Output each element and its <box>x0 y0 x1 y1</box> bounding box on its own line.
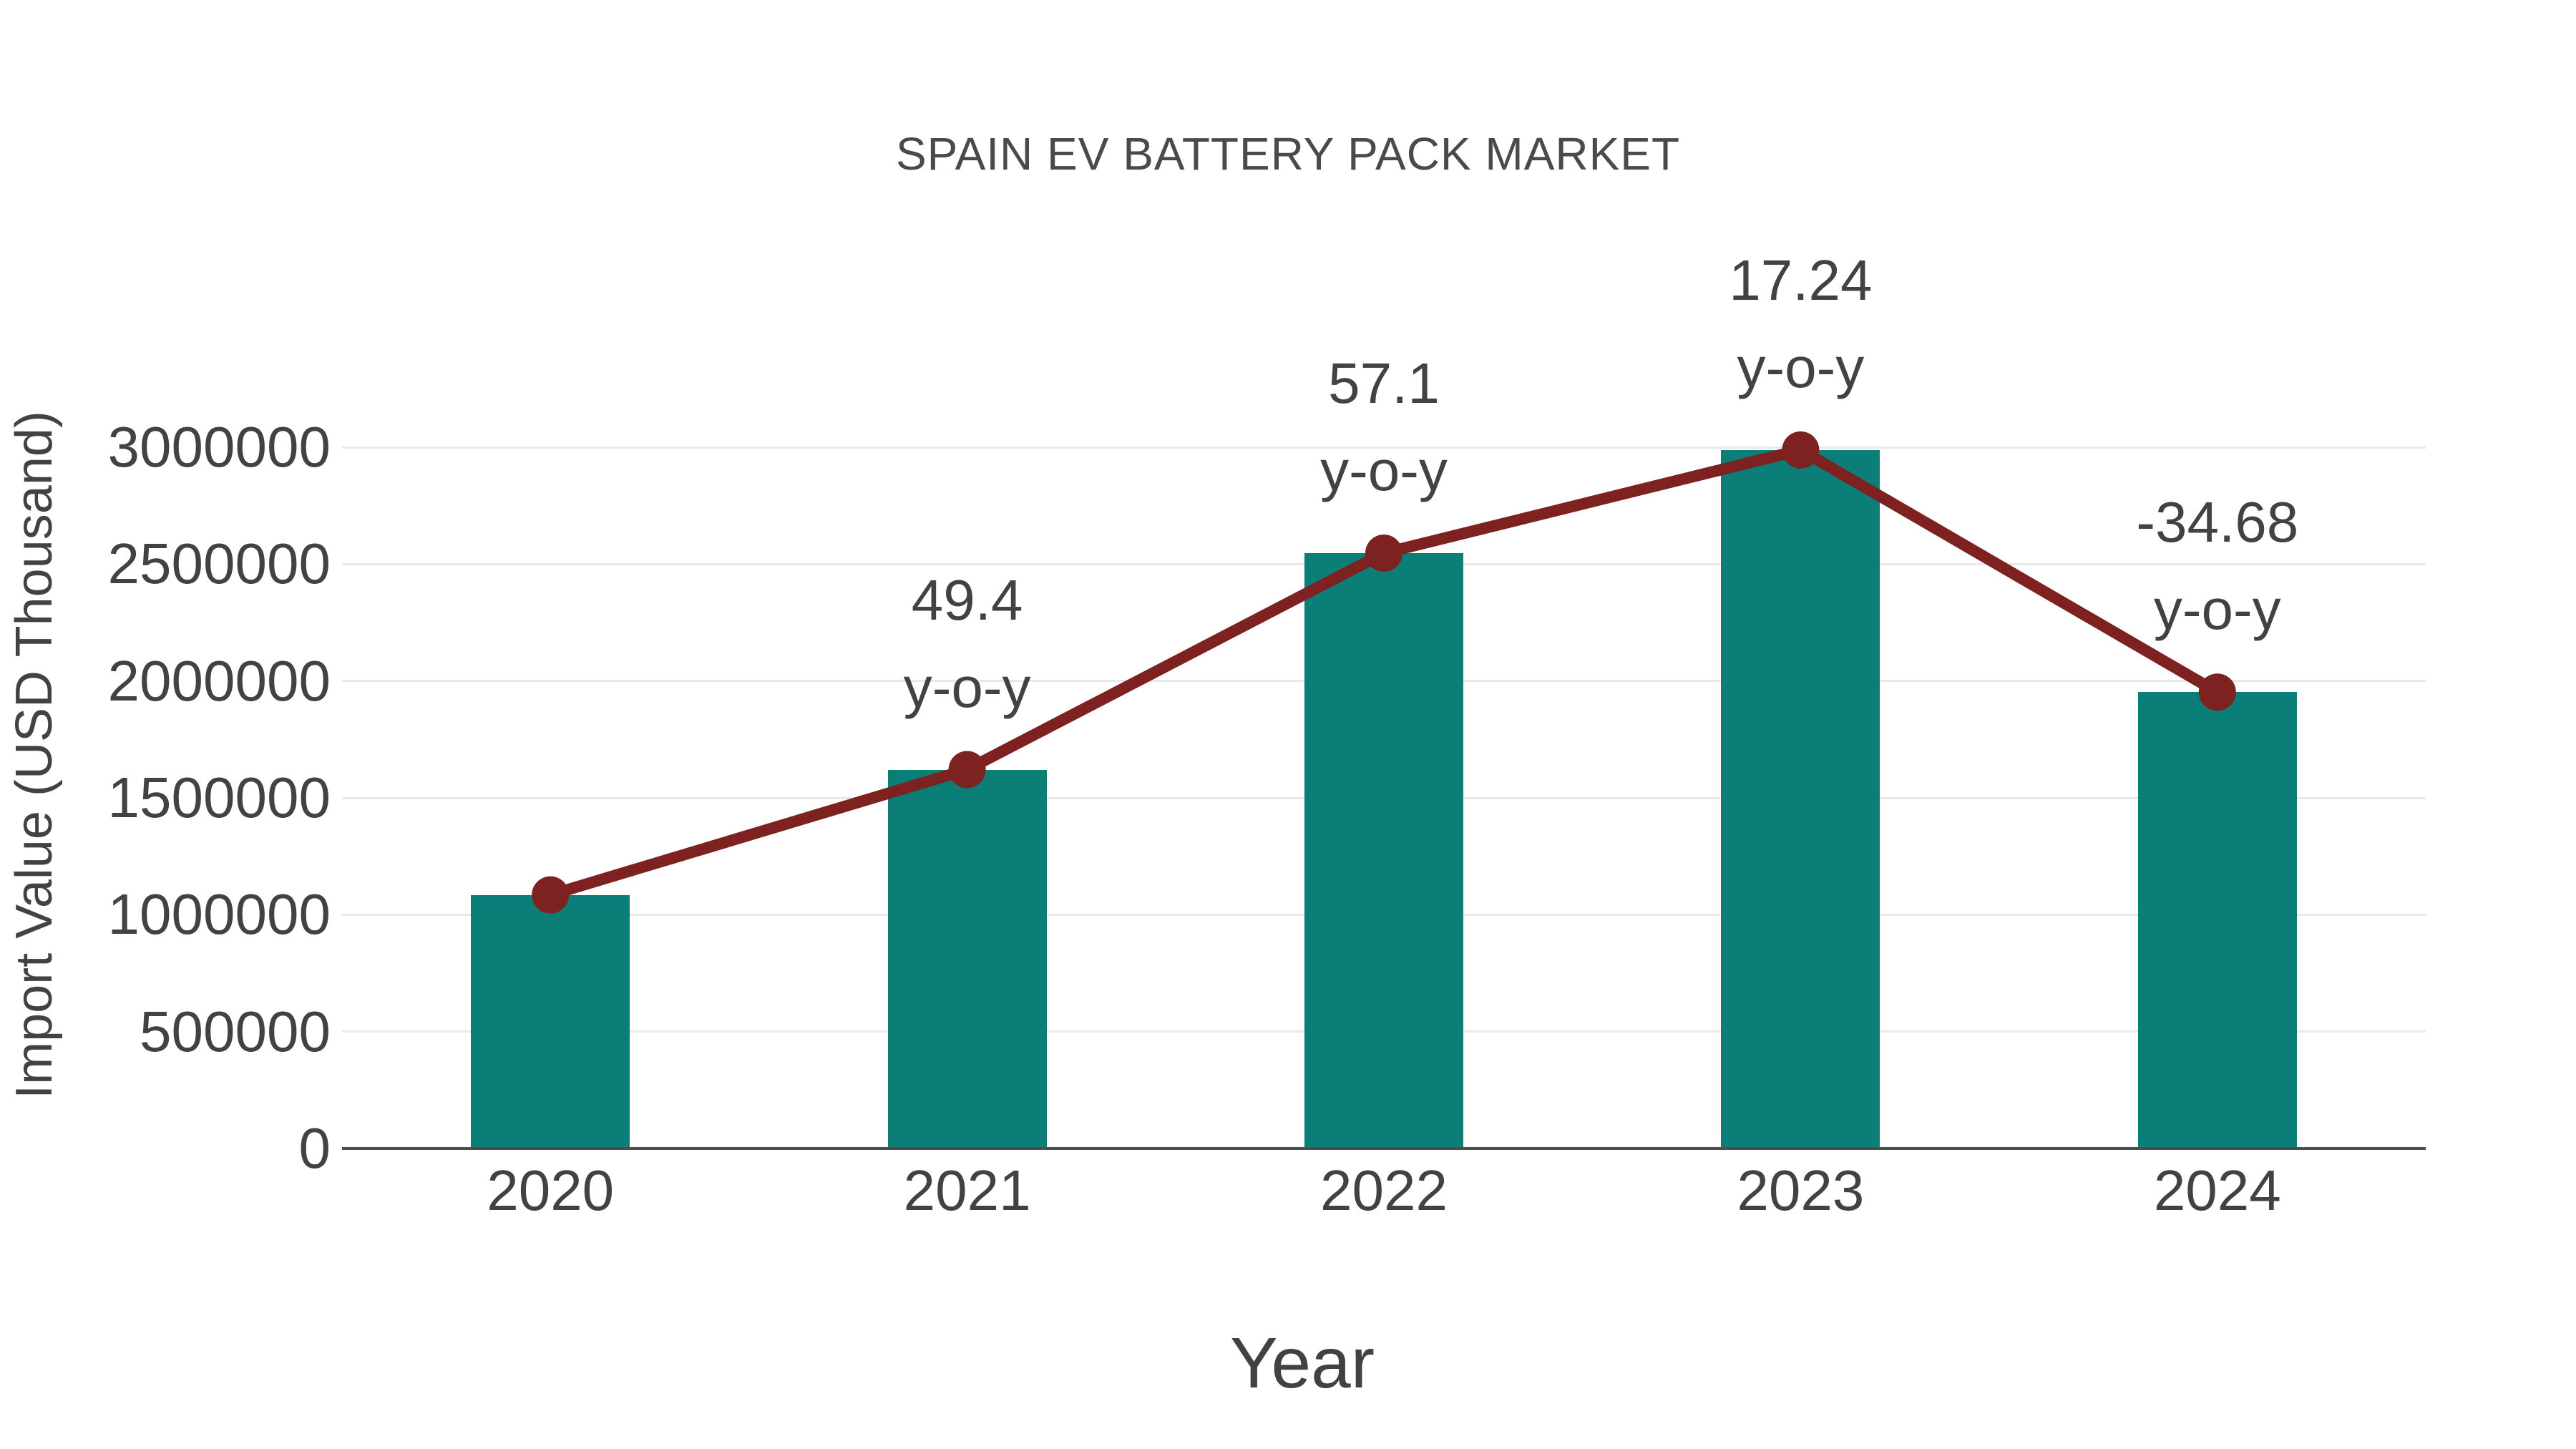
y-tick-label-0: 0 <box>298 1116 331 1180</box>
bar-2021[interactable] <box>887 769 1047 1148</box>
annotation-value: 57.1 <box>1328 351 1440 415</box>
bar-2023[interactable] <box>1721 449 1880 1148</box>
marker-2022[interactable] <box>1365 535 1402 572</box>
x-tick-label-2022: 2022 <box>1320 1158 1448 1222</box>
trend-line <box>545 444 2223 901</box>
x-tick-label-2023: 2023 <box>1737 1158 1865 1222</box>
annotation-2024: -34.68 y-o-y <box>2136 479 2298 653</box>
marker-2020[interactable] <box>532 876 570 914</box>
chart-title: SPAIN EV BATTERY PACK MARKET <box>895 128 1681 180</box>
y-tick-label-2500000: 2500000 <box>107 532 331 596</box>
y-tick-label-500000: 500000 <box>140 999 331 1063</box>
y-tick-label-3000000: 3000000 <box>107 415 331 479</box>
gridline-3000000 <box>342 446 2426 449</box>
annotation-value: 17.24 <box>1729 248 1873 312</box>
x-axis-title: Year <box>1229 1323 1375 1403</box>
y-tick-label-1000000: 1000000 <box>107 882 331 947</box>
marker-2021[interactable] <box>948 751 986 789</box>
x-tick-label-2020: 2020 <box>487 1158 615 1222</box>
marker-2023[interactable] <box>1782 431 1820 469</box>
marker-2024[interactable] <box>2198 673 2236 711</box>
bar-2024[interactable] <box>2137 692 2297 1148</box>
x-tick-label-2021: 2021 <box>903 1158 1031 1222</box>
x-axis-line <box>342 1147 2426 1150</box>
annotation-suffix: y-o-y <box>1737 335 1865 399</box>
y-tick-label-2000000: 2000000 <box>107 648 331 713</box>
annotation-suffix: y-o-y <box>2153 577 2281 642</box>
bar-2020[interactable] <box>471 894 630 1148</box>
annotation-2023: 17.24 y-o-y <box>1729 237 1872 411</box>
annotation-value: -34.68 <box>2136 490 2299 555</box>
y-tick-label-1500000: 1500000 <box>107 766 331 829</box>
annotation-value: 49.4 <box>911 567 1023 632</box>
annotation-2022: 57.1 y-o-y <box>1320 340 1448 514</box>
bar-2022[interactable] <box>1304 553 1463 1148</box>
annotation-suffix: y-o-y <box>1320 439 1448 502</box>
annotation-suffix: y-o-y <box>903 655 1031 719</box>
annotation-2021: 49.4 y-o-y <box>904 557 1031 731</box>
x-tick-label-2024: 2024 <box>2153 1158 2281 1222</box>
